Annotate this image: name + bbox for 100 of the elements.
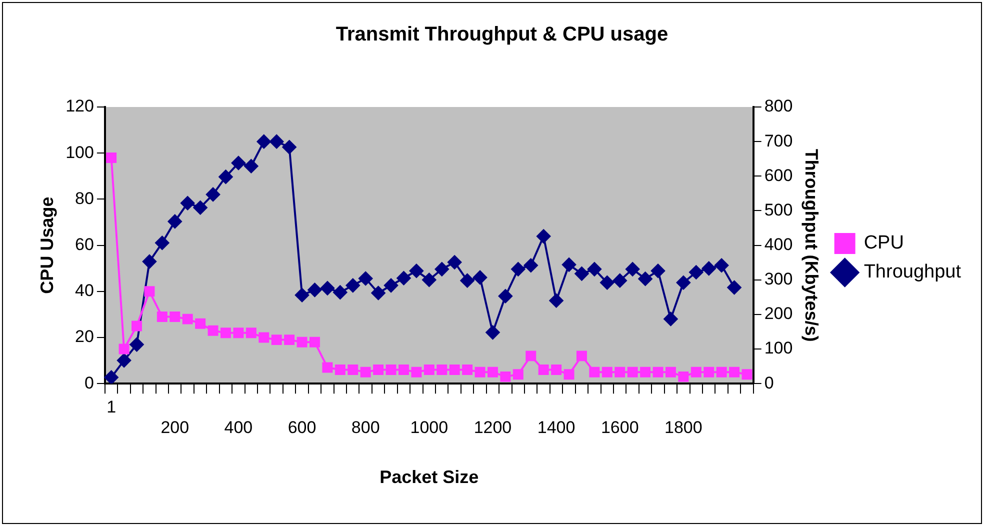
y-tick-label: 20	[75, 327, 94, 346]
point	[296, 336, 308, 348]
x-axis-title: Packet Size	[380, 467, 479, 488]
point	[562, 258, 576, 272]
point	[322, 362, 333, 373]
point	[106, 152, 117, 163]
point	[130, 338, 144, 352]
point	[411, 366, 422, 378]
point	[118, 344, 130, 354]
point	[284, 334, 295, 346]
point	[727, 280, 742, 294]
x-tick-label: 1800	[664, 418, 702, 437]
point	[512, 369, 524, 380]
point	[627, 366, 638, 378]
point	[434, 262, 449, 276]
point	[526, 350, 536, 362]
point	[206, 187, 220, 202]
point	[589, 366, 600, 378]
point	[384, 278, 398, 292]
point	[574, 266, 589, 281]
point	[168, 214, 182, 228]
point	[182, 314, 193, 324]
point	[638, 272, 652, 286]
point	[474, 366, 486, 378]
point	[462, 364, 473, 376]
point	[270, 134, 284, 149]
y2-tick-label: 400	[764, 234, 793, 254]
x-tick-label: 1	[106, 397, 116, 416]
point	[536, 229, 551, 244]
point	[676, 276, 690, 290]
point	[195, 318, 206, 329]
point	[360, 366, 371, 378]
point	[651, 264, 666, 278]
x-tick-label: 1400	[537, 418, 576, 437]
x-tick-label: 1200	[474, 418, 512, 437]
point	[640, 366, 651, 378]
point	[142, 254, 156, 269]
point	[258, 332, 270, 343]
point	[218, 170, 233, 184]
y2-tick-label: 300	[764, 270, 793, 289]
legend-label: Throughput	[864, 262, 962, 283]
point	[498, 289, 512, 304]
point	[704, 366, 714, 378]
point	[486, 325, 500, 340]
point	[424, 364, 434, 376]
point	[449, 364, 460, 376]
point	[436, 364, 448, 376]
y2-tick-label: 500	[764, 200, 793, 220]
y2-tick-label: 100	[764, 338, 793, 358]
y-tick-label: 100	[66, 142, 94, 162]
point	[473, 270, 488, 284]
point	[602, 366, 612, 378]
y-tick-label: 0	[84, 373, 94, 392]
legend-label: CPU	[864, 232, 904, 254]
point	[220, 328, 231, 338]
point	[422, 272, 436, 287]
point	[320, 281, 334, 296]
point	[309, 336, 320, 348]
point	[373, 364, 384, 376]
point	[460, 274, 474, 288]
point	[612, 274, 627, 288]
point	[576, 350, 587, 362]
point	[271, 334, 282, 346]
point	[665, 366, 676, 378]
point	[170, 312, 180, 322]
point	[295, 288, 310, 302]
y-tick-label: 120	[66, 96, 94, 116]
point	[689, 265, 704, 280]
point	[396, 271, 411, 286]
point	[549, 294, 564, 308]
point	[716, 366, 727, 378]
point	[500, 371, 511, 382]
point	[132, 320, 142, 332]
point	[208, 325, 218, 336]
point	[233, 328, 244, 338]
x-tick-label: 400	[224, 418, 253, 437]
y2-tick-label: 800	[764, 96, 793, 116]
y2-tick-label: 0	[764, 373, 774, 392]
y2-tick-label: 200	[764, 304, 793, 324]
y2-tick-label: 700	[764, 131, 793, 150]
point	[524, 258, 538, 272]
point	[358, 271, 373, 286]
x-tick-label: 600	[288, 418, 316, 437]
point	[155, 236, 170, 250]
point	[334, 364, 346, 376]
point	[448, 255, 462, 270]
point	[244, 159, 258, 174]
point	[231, 156, 246, 170]
x-tick-label: 800	[351, 418, 380, 437]
y-tick-label: 40	[75, 281, 94, 300]
point	[386, 364, 396, 376]
chart-title: Transmit Throughput & CPU usage	[336, 24, 668, 46]
point	[678, 371, 689, 382]
point	[664, 312, 678, 326]
point	[348, 364, 358, 376]
y2-tick-label: 600	[764, 166, 793, 185]
point	[551, 364, 562, 376]
point	[282, 140, 296, 154]
point	[714, 258, 729, 272]
point	[626, 262, 640, 276]
